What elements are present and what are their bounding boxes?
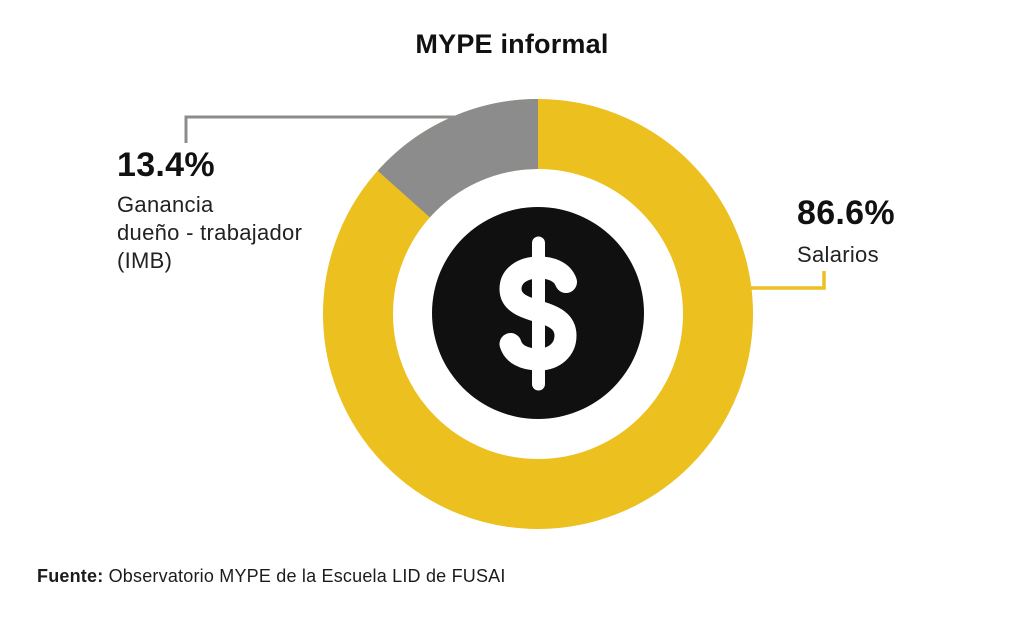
- ganancia-text-label: Ganancia dueño - trabajador (IMB): [117, 191, 302, 275]
- donut-chart: [323, 99, 753, 529]
- chart-title: MYPE informal: [415, 29, 609, 59]
- dollar-coin: [432, 207, 644, 419]
- callout-salarios: 86.6% Salarios: [797, 196, 895, 269]
- ganancia-line-2: dueño - trabajador: [117, 220, 303, 245]
- callout-ganancia: 13.4% Ganancia dueño - trabajador (IMB): [117, 148, 302, 275]
- salarios-text-label: Salarios: [797, 241, 895, 269]
- salarios-line-1: Salarios: [797, 242, 879, 267]
- source-text: Observatorio MYPE de la Escuela LID de F…: [103, 566, 506, 586]
- dollar-sign-icon: [499, 236, 577, 391]
- ganancia-line-1: Ganancia: [117, 192, 214, 217]
- salarios-percent-label: 86.6%: [797, 194, 895, 232]
- ganancia-percent-label: 13.4%: [117, 146, 215, 184]
- yellow-leader-line: [749, 271, 826, 290]
- ganancia-line-3: (IMB): [117, 248, 173, 273]
- source-note: Fuente: Observatorio MYPE de la Escuela …: [37, 566, 506, 587]
- source-prefix: Fuente:: [37, 566, 104, 586]
- donut-segment-ganancia: [377, 99, 539, 219]
